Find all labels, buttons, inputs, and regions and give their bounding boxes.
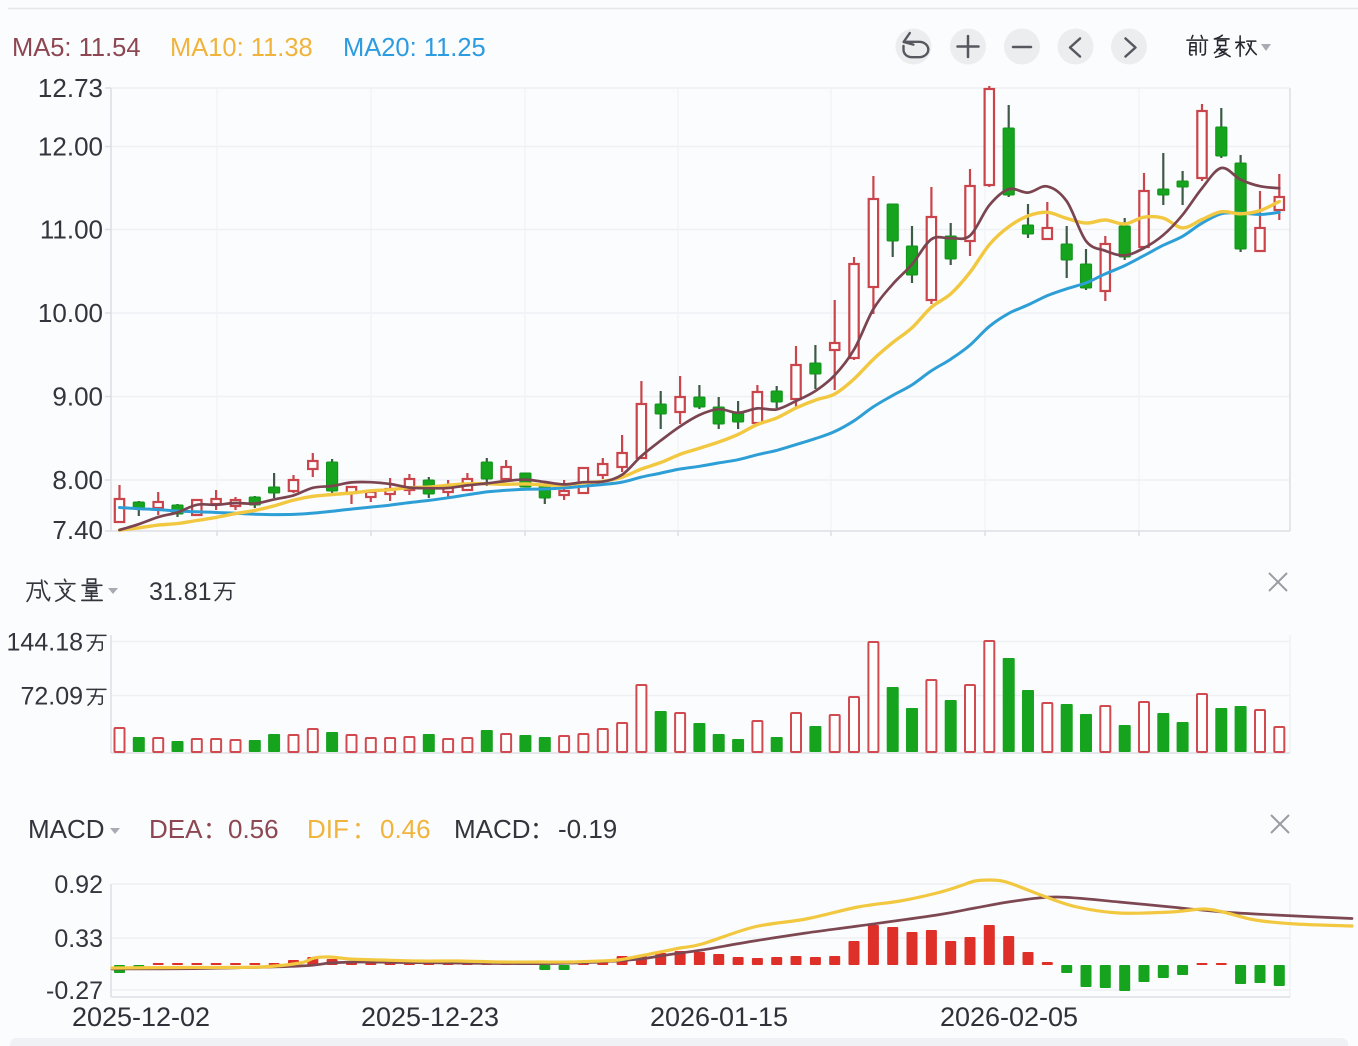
svg-text:DIF: DIF	[307, 814, 349, 844]
svg-text:2026-01-15: 2026-01-15	[650, 1002, 788, 1032]
svg-text:31.81: 31.81	[149, 578, 212, 606]
svg-text:12.73: 12.73	[38, 73, 103, 103]
svg-text:7.40: 7.40	[52, 515, 103, 545]
svg-text:：: ：	[203, 817, 227, 844]
svg-text:MACD: MACD	[28, 814, 105, 844]
svg-text:2026-02-05: 2026-02-05	[940, 1002, 1078, 1032]
svg-text:：: ：	[530, 817, 554, 844]
svg-text:0.92: 0.92	[54, 871, 103, 899]
svg-text:144.18: 144.18	[7, 629, 83, 657]
svg-text:：: ：	[352, 817, 376, 844]
svg-text:MA10: 11.38: MA10: 11.38	[170, 34, 313, 62]
svg-text:2025-12-02: 2025-12-02	[72, 1002, 210, 1032]
svg-text:0.46: 0.46	[380, 814, 431, 844]
svg-text:12.00: 12.00	[38, 132, 103, 162]
svg-text:9.00: 9.00	[52, 382, 103, 412]
svg-text:8.00: 8.00	[52, 465, 103, 495]
svg-text:DEA: DEA	[149, 814, 203, 844]
svg-text:-0.19: -0.19	[558, 814, 617, 844]
svg-text:MA5: 11.54: MA5: 11.54	[12, 34, 141, 62]
svg-text:2025-12-23: 2025-12-23	[361, 1002, 499, 1032]
svg-text:0.33: 0.33	[54, 925, 103, 953]
svg-text:MACD: MACD	[454, 814, 531, 844]
svg-text:MA20: 11.25: MA20: 11.25	[343, 34, 486, 62]
svg-text:-0.27: -0.27	[46, 977, 103, 1005]
svg-text:0.56: 0.56	[228, 814, 279, 844]
svg-text:72.09: 72.09	[20, 683, 83, 711]
svg-text:11.00: 11.00	[40, 215, 103, 245]
svg-text:10.00: 10.00	[38, 298, 103, 328]
